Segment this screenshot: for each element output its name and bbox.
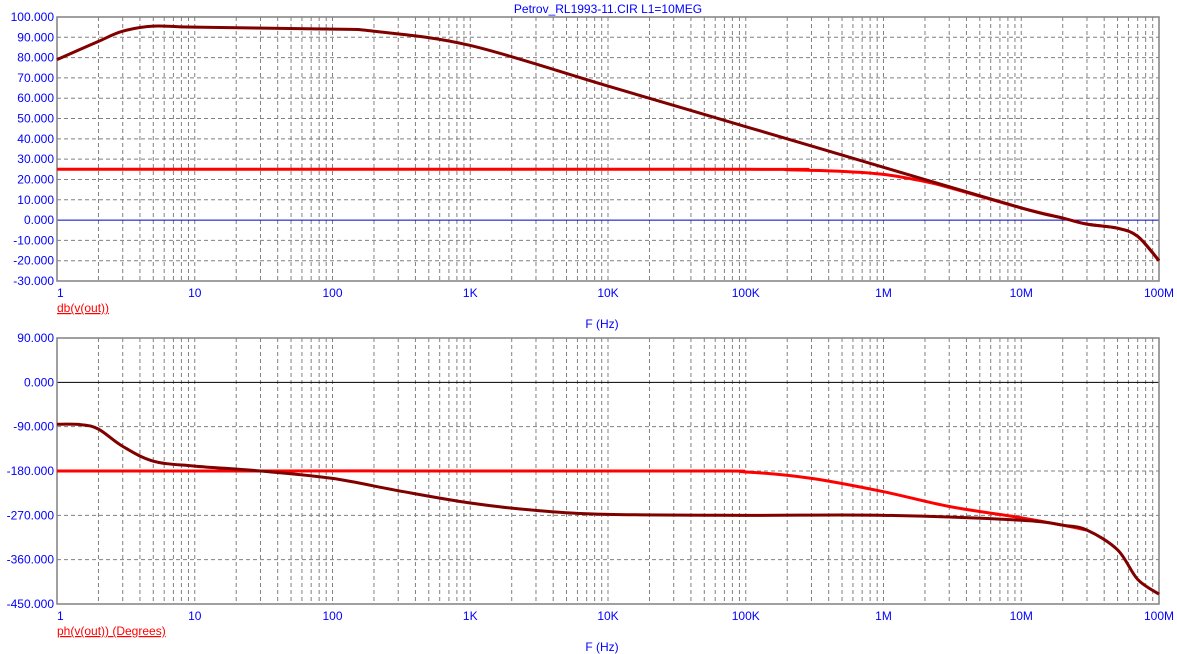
- x-tick-label: 10: [188, 609, 202, 623]
- chart-title: Petrov_RL1993-11.CIR L1=10MEG: [514, 2, 702, 16]
- y-tick-label: 90.000: [17, 30, 54, 44]
- x-tick-label: 1M: [875, 286, 892, 300]
- x-tick-label: 10M: [1010, 609, 1033, 623]
- x-axis-label: F (Hz): [585, 640, 618, 654]
- y-tick-label: 100.000: [11, 10, 55, 24]
- plot-2: 90.000 0.000 -90.000 -180.000 -270.000 -360.0…: [7, 331, 1174, 654]
- x-tick-label: 100M: [1144, 609, 1174, 623]
- y-tick-label: -360.000: [7, 553, 55, 567]
- y-tick-label: 50.000: [17, 112, 54, 126]
- x-tick-label: 10: [188, 286, 202, 300]
- x-tick-label: 1K: [463, 609, 478, 623]
- x-tick-label: 1: [57, 286, 64, 300]
- plot-1: 100.00090.00080.00070.00060.00050.00040.…: [11, 2, 1174, 331]
- y-tick-label: 0.000: [24, 213, 54, 227]
- y-tick-label: -10.000: [13, 233, 54, 247]
- x-tick-label: 1M: [875, 609, 892, 623]
- x-axis-label: F (Hz): [585, 317, 618, 331]
- x-tick-label: 1K: [463, 286, 478, 300]
- y-tick-label: -270.000: [7, 508, 55, 522]
- x-tick-label: 10K: [597, 609, 618, 623]
- x-tick-label: 100K: [732, 286, 760, 300]
- y-tick-label: 10.000: [17, 193, 54, 207]
- x-tick-label: 100: [322, 286, 342, 300]
- series-line-1: [56, 422, 1160, 596]
- y-tick-label: 80.000: [17, 51, 54, 65]
- y-tick-label: -450.000: [7, 597, 55, 611]
- series-line-2: [56, 469, 1088, 532]
- y-tick-label: 60.000: [17, 91, 54, 105]
- series-line-1: [56, 24, 1161, 262]
- x-tick-label: 10K: [597, 286, 618, 300]
- y-tick-label: 90.000: [17, 331, 54, 345]
- y-tick-label: 30.000: [17, 152, 54, 166]
- y-tick-label: 40.000: [17, 132, 54, 146]
- x-tick-label: 100: [322, 609, 342, 623]
- x-tick-label: 1: [57, 609, 64, 623]
- y-tick-label: 20.000: [17, 172, 54, 186]
- x-tick-label: 100M: [1144, 286, 1174, 300]
- y-tick-label: -20.000: [13, 254, 54, 268]
- plot-frame: [56, 16, 1160, 282]
- y-tick-label: -180.000: [7, 464, 55, 478]
- y-tick-label: -30.000: [13, 274, 54, 288]
- legend-label: ph(v(out)) (Degrees): [57, 624, 166, 638]
- y-tick-label: 0.000: [24, 375, 54, 389]
- legend-label: db(v(out)): [57, 301, 109, 315]
- x-tick-label: 100K: [732, 609, 760, 623]
- x-tick-label: 10M: [1010, 286, 1033, 300]
- y-tick-label: -90.000: [13, 420, 54, 434]
- y-tick-label: 70.000: [17, 71, 54, 85]
